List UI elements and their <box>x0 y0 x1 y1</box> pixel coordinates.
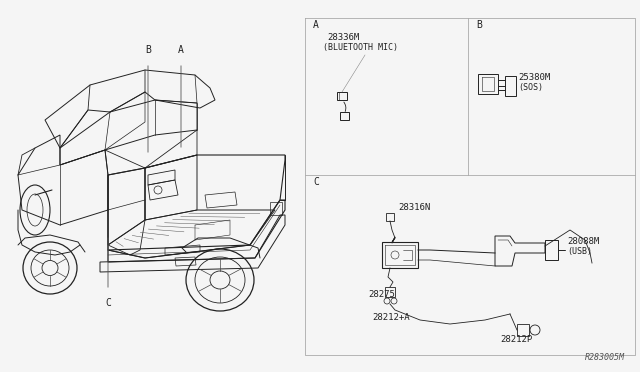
Text: A: A <box>178 45 184 55</box>
Text: 28336M: 28336M <box>327 33 359 42</box>
Text: A: A <box>313 20 319 30</box>
Text: C: C <box>313 177 319 187</box>
Text: C: C <box>105 298 111 308</box>
Text: R283005M: R283005M <box>585 353 625 362</box>
Text: 28212+A: 28212+A <box>372 313 410 322</box>
Text: (USB): (USB) <box>567 247 592 256</box>
Text: (SOS): (SOS) <box>518 83 543 92</box>
Text: 25380M: 25380M <box>518 73 550 82</box>
Text: 28212P: 28212P <box>500 335 532 344</box>
Text: 28088M: 28088M <box>567 237 599 246</box>
Text: B: B <box>145 45 151 55</box>
Text: 28275: 28275 <box>368 290 395 299</box>
Text: 28316N: 28316N <box>398 203 430 212</box>
Text: B: B <box>476 20 482 30</box>
Text: (BLUETOOTH MIC): (BLUETOOTH MIC) <box>323 43 398 52</box>
